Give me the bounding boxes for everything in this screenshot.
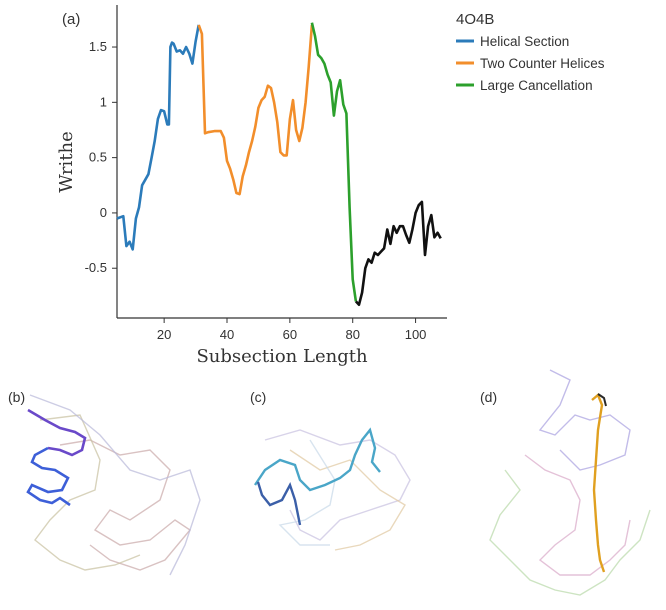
knot-b-faint-1 xyxy=(59,439,192,571)
legend-label-0: Helical Section xyxy=(480,34,569,49)
x-tick-label-3: 80 xyxy=(345,327,359,342)
writhe-line-chart: 20 40 60 80 100 -0.5 0 0.5 1 1.5 Subsection Leng… xyxy=(56,5,447,367)
x-ticks: 20 40 60 80 100 xyxy=(157,318,427,342)
panel-label-a: (a) xyxy=(62,11,80,28)
series-line-1 xyxy=(197,24,314,196)
y-axis-label: Writhe xyxy=(56,131,77,193)
y-ticks: -0.5 0 0.5 1 1.5 xyxy=(85,39,117,275)
knot-c-faint-1 xyxy=(264,429,411,541)
legend-title: 4O4B xyxy=(456,11,494,28)
knot-b-faint-2 xyxy=(34,414,141,571)
y-tick-label-0: -0.5 xyxy=(85,260,107,275)
y-tick-label-3: 1 xyxy=(100,94,107,109)
knot-panel-d xyxy=(489,369,651,596)
knot-d-faint-3 xyxy=(489,469,651,596)
knot-d-faint-1 xyxy=(538,369,631,471)
x-tick-label-2: 60 xyxy=(283,327,297,342)
knot-d-faint-2 xyxy=(524,454,631,576)
legend-label-2: Large Cancellation xyxy=(480,78,593,93)
x-tick-label-0: 20 xyxy=(157,327,171,342)
y-tick-label-4: 1.5 xyxy=(89,39,107,54)
legend: 4O4B Helical Section Two Counter Helices L… xyxy=(456,11,605,93)
x-tick-label-4: 100 xyxy=(405,327,427,342)
knot-c-highlight-2 xyxy=(256,481,302,526)
knot-panel-b xyxy=(26,394,201,576)
legend-label-1: Two Counter Helices xyxy=(480,56,605,71)
panel-label-d: (d) xyxy=(480,389,497,405)
knot-d-highlight-1 xyxy=(591,393,606,573)
series-line-0 xyxy=(116,24,200,251)
knot-panel-c xyxy=(254,427,411,551)
knot-b-highlight-2 xyxy=(26,446,71,507)
knot-c-highlight-1 xyxy=(254,427,381,492)
knot-b-highlight-1 xyxy=(27,408,87,457)
knot-b-faint-3 xyxy=(29,394,201,576)
series-line-3 xyxy=(354,200,442,307)
x-tick-label-1: 40 xyxy=(220,327,234,342)
y-tick-label-1: 0 xyxy=(100,205,107,220)
x-axis-label: Subsection Length xyxy=(196,346,368,367)
panel-label-c: (c) xyxy=(250,389,266,405)
series-line-2 xyxy=(310,22,358,302)
y-tick-label-2: 0.5 xyxy=(89,150,107,165)
series-lines xyxy=(116,22,442,307)
knot-d-highlight-2 xyxy=(597,393,607,407)
knot-c-faint-3 xyxy=(278,439,336,546)
knot-c-faint-2 xyxy=(289,449,406,551)
panel-label-b: (b) xyxy=(8,389,25,405)
